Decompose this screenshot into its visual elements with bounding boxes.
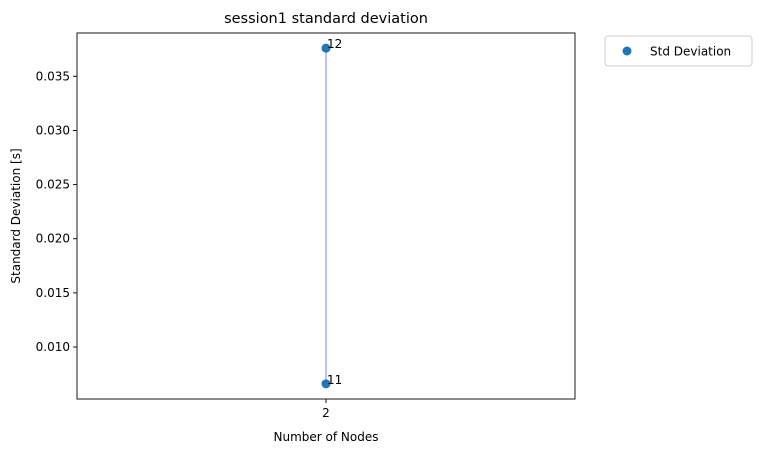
legend-marker bbox=[622, 46, 632, 56]
legend: Std Deviation bbox=[604, 35, 753, 67]
y-tick-label: 0.035 bbox=[36, 69, 70, 83]
chart-title: session1 standard deviation bbox=[224, 11, 428, 27]
plot-area: 12 11 bbox=[321, 37, 342, 389]
plot-frame bbox=[76, 32, 576, 400]
y-tick-label: 0.010 bbox=[36, 340, 70, 354]
data-point-label: 12 bbox=[327, 37, 342, 51]
legend-box bbox=[604, 35, 753, 67]
data-point bbox=[321, 43, 331, 53]
y-tick-label: 0.025 bbox=[36, 178, 70, 192]
x-axis-label: Number of Nodes bbox=[274, 430, 379, 444]
y-axis: 0.010 0.015 0.020 0.025 0.030 0.035 bbox=[36, 69, 77, 354]
data-point-label: 11 bbox=[327, 373, 342, 387]
x-tick-label: 2 bbox=[322, 406, 330, 420]
x-axis: 2 bbox=[322, 399, 330, 420]
y-tick-label: 0.030 bbox=[36, 123, 70, 137]
legend-label: Std Deviation bbox=[650, 45, 731, 59]
data-point bbox=[321, 379, 331, 389]
y-tick-label: 0.020 bbox=[36, 232, 70, 246]
y-tick-label: 0.015 bbox=[36, 286, 70, 300]
y-axis-label: Standard Deviation [s] bbox=[9, 148, 23, 283]
